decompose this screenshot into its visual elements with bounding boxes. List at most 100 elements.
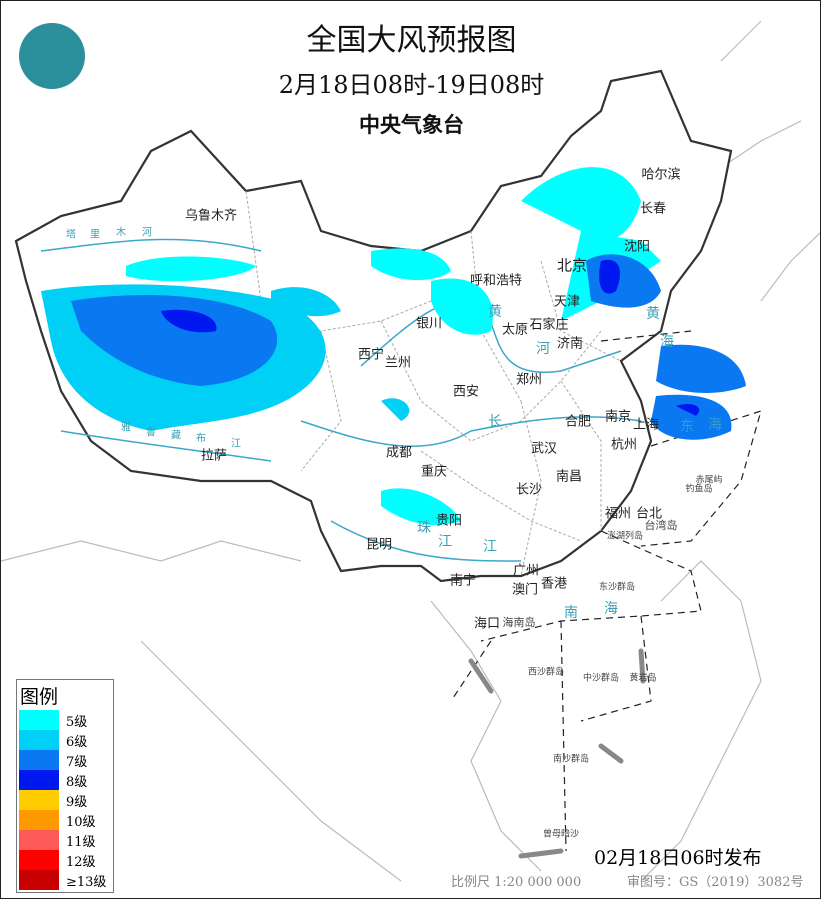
legend-swatch bbox=[19, 710, 59, 730]
legend-item: 5级 bbox=[17, 710, 113, 730]
river-label: 河 bbox=[142, 227, 152, 239]
city-label: 香港 bbox=[540, 576, 568, 592]
island-label: 东沙群岛 bbox=[598, 582, 636, 593]
island-label: 黄岩岛 bbox=[629, 673, 657, 684]
city-label: 拉萨 bbox=[200, 448, 228, 464]
river-label: 藏 bbox=[171, 430, 181, 442]
map-scale: 比例尺 1:20 000 000 bbox=[451, 875, 582, 890]
legend-label: 10级 bbox=[66, 814, 96, 830]
wind-7-area bbox=[71, 254, 746, 440]
legend-item: ≥13级 bbox=[17, 870, 113, 890]
city-label: 西安 bbox=[452, 384, 480, 400]
city-label: 长春 bbox=[639, 201, 667, 217]
river-label: 河 bbox=[536, 341, 550, 357]
sea-label: 南 bbox=[564, 605, 578, 621]
legend-swatch bbox=[19, 850, 59, 870]
city-label: 成都 bbox=[385, 445, 413, 461]
wind-areas bbox=[41, 167, 746, 526]
city-label: 西宁 bbox=[357, 347, 385, 363]
forecast-period: 2月18日08时-19日08时 bbox=[278, 71, 545, 99]
city-label: 石家庄 bbox=[529, 317, 569, 333]
city-label: 武汉 bbox=[530, 441, 558, 457]
river-label: 黄 bbox=[488, 304, 502, 320]
legend-item: 7级 bbox=[17, 750, 113, 770]
city-label: 南宁 bbox=[449, 573, 477, 589]
island-label: 澎湖列岛 bbox=[606, 531, 644, 542]
river-label: 塔 bbox=[66, 229, 76, 241]
legend-swatch bbox=[19, 770, 59, 790]
island-label: 赤尾屿 bbox=[695, 475, 723, 486]
island-label: 海南岛 bbox=[502, 616, 536, 629]
river-label: 雅 bbox=[121, 422, 131, 434]
legend-swatch bbox=[19, 870, 59, 890]
legend-label: 5级 bbox=[66, 714, 88, 730]
river-label: 江 bbox=[483, 539, 497, 555]
island-label: 中沙群岛 bbox=[582, 673, 620, 684]
legend-label: 7级 bbox=[66, 754, 88, 770]
legend-item: 9级 bbox=[17, 790, 113, 810]
legend-label: 12级 bbox=[66, 854, 96, 870]
city-label: 长沙 bbox=[515, 482, 543, 498]
legend-label: 9级 bbox=[66, 794, 88, 810]
legend-title: 图例 bbox=[20, 686, 59, 708]
city-label: 重庆 bbox=[420, 464, 448, 480]
neighbour-borders bbox=[1, 20, 820, 882]
legend-label: 6级 bbox=[66, 734, 88, 750]
legend-item: 8级 bbox=[17, 770, 113, 790]
city-label: 兰州 bbox=[384, 355, 412, 371]
city-label: 太原 bbox=[501, 322, 529, 338]
city-label: 台北 bbox=[635, 506, 663, 522]
city-label: 沈阳 bbox=[623, 239, 651, 255]
legend-swatch bbox=[19, 730, 59, 750]
city-label: 哈尔滨 bbox=[641, 167, 681, 183]
river-label: 珠 bbox=[417, 520, 431, 536]
cma-logo-icon bbox=[19, 23, 85, 89]
legend-item: 6级 bbox=[17, 730, 113, 750]
river-label: 布 bbox=[196, 433, 206, 445]
legend-item: 12级 bbox=[17, 850, 113, 870]
maritime-lines bbox=[450, 330, 762, 852]
river-label: 鲁 bbox=[146, 427, 156, 439]
river-label: 江 bbox=[438, 534, 452, 550]
legend-label: ≥13级 bbox=[66, 874, 107, 890]
legend-item: 11级 bbox=[17, 830, 113, 850]
legend-swatch bbox=[19, 810, 59, 830]
city-label: 南京 bbox=[604, 409, 632, 425]
city-label: 福州 bbox=[604, 506, 632, 522]
city-label: 澳门 bbox=[511, 582, 539, 598]
sea-label: 黄 bbox=[646, 306, 660, 322]
city-label: 合肥 bbox=[564, 414, 592, 430]
legend-swatch bbox=[19, 750, 59, 770]
city-label: 昆明 bbox=[365, 537, 393, 553]
river-label: 长 bbox=[488, 414, 502, 430]
city-label: 济南 bbox=[556, 336, 584, 352]
city-label: 上海 bbox=[632, 417, 660, 433]
city-label: 广州 bbox=[512, 563, 540, 579]
review-number: 审图号：GS（2019）3082号 bbox=[627, 875, 804, 890]
legend-swatch bbox=[19, 830, 59, 850]
city-label: 银川 bbox=[415, 316, 443, 332]
sea-label: 东 bbox=[680, 419, 694, 435]
legend-label: 8级 bbox=[66, 774, 88, 790]
river-label: 江 bbox=[231, 438, 241, 450]
island-label: 曾母暗沙 bbox=[542, 829, 580, 840]
river-label: 里 bbox=[90, 229, 100, 241]
island-label: 南沙群岛 bbox=[552, 754, 590, 765]
island-label: 西沙群岛 bbox=[527, 667, 565, 678]
city-label: 南昌 bbox=[555, 469, 583, 485]
city-label: 郑州 bbox=[515, 372, 543, 388]
city-label: 贵阳 bbox=[435, 513, 463, 529]
legend-item: 10级 bbox=[17, 810, 113, 830]
wind-5-area bbox=[126, 167, 661, 526]
river-label: 木 bbox=[116, 227, 126, 239]
map-title: 全国大风预报图 bbox=[306, 23, 517, 58]
legend-label: 11级 bbox=[66, 834, 96, 850]
island-label: 台湾岛 bbox=[644, 519, 678, 532]
city-label: 天津 bbox=[553, 294, 581, 310]
city-label: 海口 bbox=[473, 616, 501, 632]
sea-label: 海 bbox=[708, 417, 722, 433]
city-label: 杭州 bbox=[610, 437, 638, 453]
island-marks bbox=[468, 648, 646, 859]
